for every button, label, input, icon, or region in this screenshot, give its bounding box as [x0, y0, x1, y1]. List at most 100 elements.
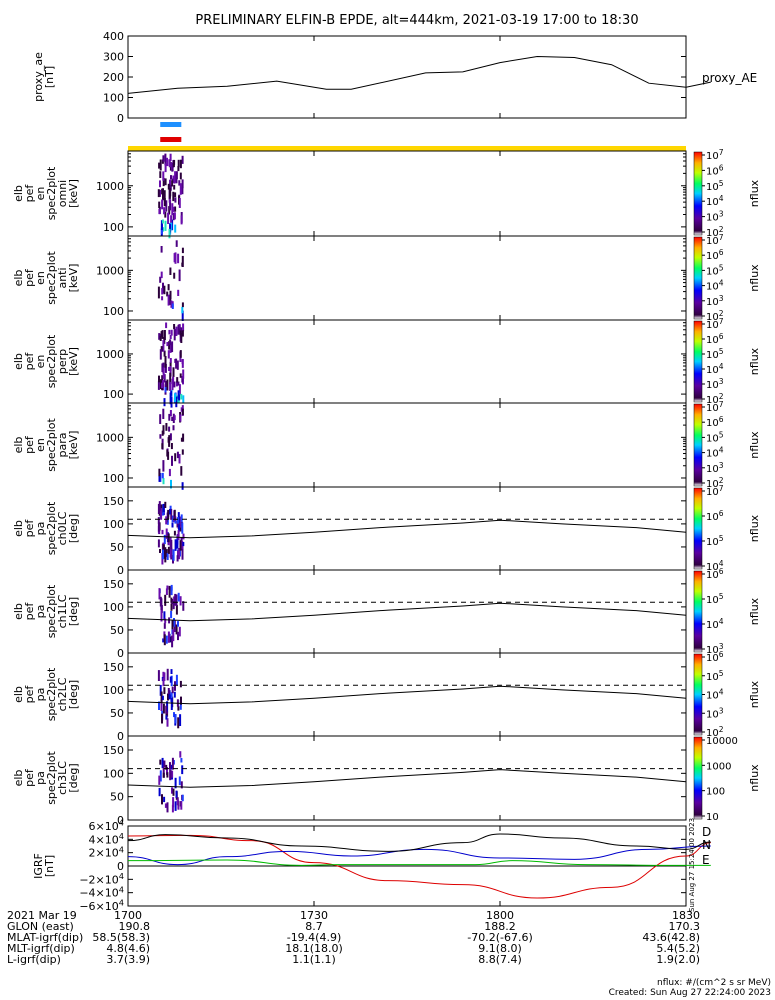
- spec-cell: [181, 330, 184, 337]
- spec-cell: [181, 255, 184, 267]
- spec-cell: [169, 199, 172, 211]
- science-zone-bars: [128, 122, 686, 151]
- y-tick-label: 0: [117, 730, 124, 743]
- spec-cell: [179, 159, 182, 169]
- spec-cell: [175, 594, 178, 606]
- spec-cell: [161, 288, 164, 295]
- y-tick-label: 0: [117, 112, 124, 125]
- y-axis-label: pa: [34, 688, 47, 702]
- colorbar-tick-label: 102: [706, 392, 724, 406]
- spec-cell: [178, 269, 181, 282]
- spec-cell: [177, 530, 180, 540]
- spec-cell: [163, 687, 166, 694]
- spec-cell: [167, 212, 170, 224]
- spec-cell: [181, 247, 184, 254]
- loss-cone-line: [127, 769, 687, 788]
- spec-cell: [175, 171, 178, 180]
- colorbar-tick-label: 10000: [706, 736, 738, 747]
- spec-cell: [181, 310, 184, 321]
- spec-cell: [179, 414, 182, 422]
- spec-cell: [179, 596, 182, 606]
- colorbar-tick-label: 104: [706, 194, 724, 208]
- spec-cell: [163, 198, 166, 207]
- spec-cell: [167, 533, 170, 543]
- spec-cell: [158, 588, 161, 600]
- spec-cell: [164, 618, 167, 624]
- spec-cell: [173, 415, 176, 421]
- spec-cell: [175, 326, 178, 336]
- y-tick-label: 50: [110, 707, 124, 720]
- colorbar-label: nflux: [748, 347, 761, 375]
- spec-cell: [164, 211, 167, 218]
- spec-cell: [170, 479, 172, 489]
- spec-cell: [182, 395, 185, 403]
- spec-cell: [170, 603, 173, 611]
- spec-cell: [161, 219, 164, 224]
- spec-cell: [171, 804, 174, 813]
- y-axis-label: [deg]: [67, 763, 80, 792]
- spec-cell: [161, 430, 164, 436]
- spec-cell: [162, 549, 164, 560]
- spec-cell: [159, 549, 161, 553]
- spec-cell: [178, 180, 181, 186]
- y-tick-label: 100: [103, 767, 124, 780]
- spec-cell: [177, 519, 180, 529]
- y-tick-label: 0: [117, 564, 124, 577]
- colorbar-tick-label: 103: [706, 642, 724, 656]
- spec-cell: [173, 530, 176, 536]
- spec-cell: [168, 159, 171, 168]
- spec-cell: [165, 588, 168, 595]
- spec-cell: [174, 593, 177, 606]
- spec-cell: [177, 390, 180, 399]
- spec-cell: [170, 611, 173, 619]
- colorbar-label: nflux: [748, 680, 761, 708]
- spec-cell: [173, 328, 176, 341]
- spec-cell: [162, 460, 165, 472]
- spec-cell: [172, 788, 175, 796]
- spec-cell: [161, 757, 164, 769]
- colorbar-tick-label: 103: [706, 377, 724, 391]
- spec-cell: [162, 703, 165, 714]
- legend-igrf-E: E: [702, 853, 710, 867]
- spec-cell: [157, 539, 160, 548]
- x-row-value: 1800: [486, 909, 514, 922]
- spec-cell: [163, 330, 166, 340]
- spec-cell: [169, 298, 172, 305]
- y-axis-label: spec2plot: [45, 667, 58, 721]
- spec-cell: [179, 350, 182, 358]
- spec-cell: [171, 620, 174, 630]
- spec-cell: [174, 539, 177, 551]
- spec-cell: [169, 433, 172, 441]
- spec-cell: [170, 586, 173, 596]
- spec-cell: [180, 393, 183, 400]
- y-tick-label: 150: [103, 495, 124, 508]
- spec-cell: [169, 343, 172, 353]
- x-row-value: 188.2: [484, 920, 516, 933]
- spec-cell: [165, 715, 168, 720]
- spec-cell: [171, 378, 174, 391]
- colorbar-tick-label: 102: [706, 476, 724, 490]
- spec-cell: [170, 698, 173, 710]
- spec-cell: [178, 548, 181, 560]
- spec-cell: [173, 184, 176, 190]
- spec-cell: [157, 517, 160, 524]
- y-tick-label: 50: [110, 541, 124, 554]
- colorbar-tick-label: 107: [706, 148, 724, 162]
- spec-cell: [161, 382, 163, 389]
- spec-cell: [171, 416, 174, 421]
- colorbar-tick-label: 104: [706, 617, 724, 631]
- x-row-value: 1730: [300, 909, 328, 922]
- x-row-value: 8.7: [305, 920, 323, 933]
- colorbar-tick-label: 106: [706, 163, 724, 177]
- spec-cell: [164, 153, 167, 166]
- panel-frame: [127, 402, 687, 488]
- y-axis-label: IGRF: [32, 853, 45, 879]
- spec-cell: [166, 802, 169, 813]
- panel-en_anti: 1001000elbpefenspec2plotanti[keV]1021031…: [12, 233, 761, 323]
- x-row-value: -70.2(-67.6): [467, 931, 533, 944]
- x-row-value: 190.8: [119, 920, 151, 933]
- spec-cell: [158, 468, 161, 477]
- y-tick-label: 100: [103, 388, 124, 401]
- spec-cell: [168, 366, 171, 371]
